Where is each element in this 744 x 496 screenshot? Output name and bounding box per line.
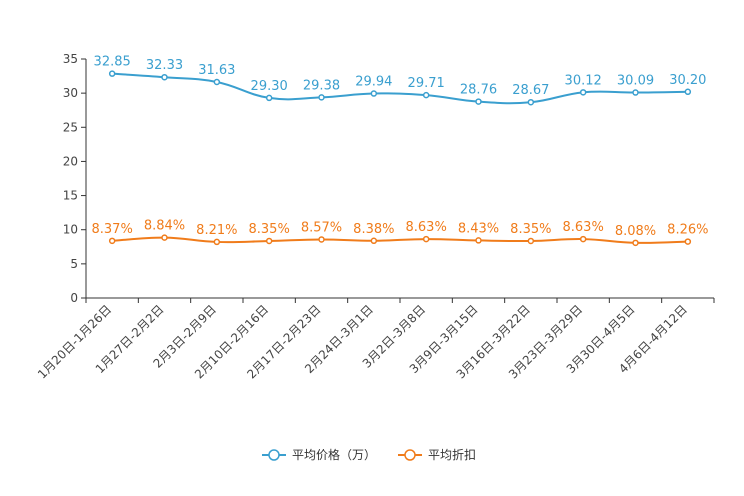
y-axis: 0 5 10 15 20 25 30 35	[63, 52, 87, 305]
legend-marker-icon	[404, 449, 416, 461]
legend: 平均价格（万） 平均折扣	[262, 447, 476, 462]
y-tick-label: 25	[63, 120, 78, 134]
data-point[interactable]	[527, 237, 535, 245]
data-point[interactable]	[265, 237, 273, 245]
series-line	[112, 72, 688, 105]
y-tick-label: 5	[70, 257, 78, 271]
data-label: 28.76	[460, 83, 497, 98]
data-label: 8.43%	[458, 221, 499, 236]
data-label: 8.08%	[615, 224, 656, 239]
data-point[interactable]	[527, 98, 535, 106]
data-label: 30.09	[617, 74, 654, 89]
data-label: 8.37%	[92, 222, 133, 237]
data-label: 8.84%	[144, 219, 185, 234]
data-label: 29.38	[303, 78, 340, 93]
data-point[interactable]	[579, 89, 587, 96]
data-label: 8.38%	[353, 222, 394, 237]
series-line	[112, 236, 688, 244]
y-tick-label: 15	[63, 189, 78, 203]
data-point[interactable]	[632, 89, 639, 96]
data-point[interactable]	[684, 88, 692, 96]
data-label: 29.30	[251, 79, 288, 94]
y-tick-label: 30	[63, 86, 78, 100]
data-point[interactable]	[475, 98, 482, 105]
series-0: 32.85 32.33 31.63 29.30 29.38 29.94 29.71 28.76…	[94, 55, 706, 106]
x-axis: 1月20日-1月26日1月27日-2月2日2月3日-2月9日2月10日-2月16…	[35, 297, 715, 382]
data-point[interactable]	[108, 237, 116, 245]
data-label: 31.63	[198, 63, 235, 78]
data-point[interactable]	[579, 235, 587, 243]
legend-item-1[interactable]: 平均折扣	[398, 447, 476, 462]
data-label: 29.94	[355, 75, 392, 90]
data-point[interactable]	[632, 239, 639, 247]
data-point[interactable]	[265, 94, 273, 102]
data-label: 30.20	[669, 73, 706, 88]
data-label: 32.85	[94, 55, 131, 70]
legend-label: 平均折扣	[428, 447, 476, 462]
data-point[interactable]	[108, 70, 116, 77]
data-label: 8.63%	[563, 220, 604, 235]
data-label: 8.57%	[301, 220, 342, 235]
data-point[interactable]	[370, 237, 378, 245]
y-tick-label: 10	[63, 223, 78, 237]
y-tick-label: 35	[63, 52, 78, 66]
data-label: 8.35%	[510, 222, 551, 237]
legend-marker-icon	[268, 449, 280, 461]
data-point[interactable]	[161, 234, 168, 241]
y-tick-label: 20	[63, 154, 78, 168]
data-point[interactable]	[684, 238, 692, 245]
data-point[interactable]	[370, 90, 378, 97]
data-point[interactable]	[213, 78, 221, 86]
legend-label: 平均价格（万）	[292, 447, 376, 462]
data-label: 8.63%	[406, 220, 447, 235]
data-label: 8.35%	[249, 222, 290, 237]
series-1: 8.37% 8.84% 8.21% 8.35% 8.57% 8.38% 8.63% 8.43%…	[92, 219, 708, 247]
data-point[interactable]	[422, 91, 430, 99]
data-label: 32.33	[146, 58, 183, 73]
series-layer: 32.85 32.33 31.63 29.30 29.38 29.94 29.71 28.76…	[92, 55, 708, 247]
data-point[interactable]	[475, 237, 482, 244]
data-point[interactable]	[422, 235, 430, 243]
data-point[interactable]	[161, 73, 168, 81]
legend-item-0[interactable]: 平均价格（万）	[262, 447, 376, 462]
data-label: 8.21%	[196, 223, 237, 238]
data-label: 29.71	[408, 76, 445, 91]
data-point[interactable]	[318, 94, 325, 101]
data-label: 8.26%	[667, 223, 708, 238]
data-label: 28.67	[512, 83, 549, 98]
data-point[interactable]	[213, 238, 221, 246]
y-tick-label: 0	[70, 291, 78, 305]
data-label: 30.12	[565, 73, 602, 88]
data-point[interactable]	[318, 236, 325, 243]
